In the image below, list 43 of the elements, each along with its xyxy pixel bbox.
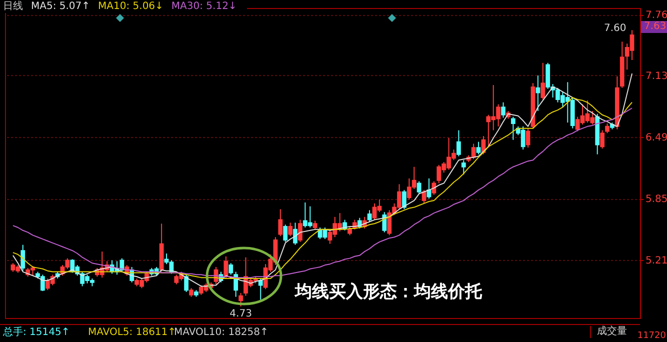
candlestick [456, 130, 461, 157]
candlestick [238, 292, 243, 307]
candlestick [224, 256, 228, 280]
candlestick [476, 141, 481, 155]
annotation: 7.60 [604, 23, 626, 35]
candlestick [228, 262, 234, 276]
candlestick [501, 102, 506, 118]
candlestick [184, 273, 189, 293]
candlestick [283, 224, 288, 242]
candlestick [298, 219, 302, 242]
candlestick [605, 123, 610, 134]
candlestick [540, 62, 546, 100]
candlestick [278, 208, 283, 237]
text: 成交量 [590, 326, 627, 338]
y-tick-label: 6.49 [646, 132, 667, 144]
text: MA5: 5.07↑ [31, 1, 90, 12]
annotation: 4.73 [230, 308, 252, 320]
text: MA10: 5.06↓ [98, 1, 164, 12]
candlestick [293, 222, 298, 246]
candlestick [258, 278, 263, 300]
candlestick [416, 180, 422, 194]
text: 7.63 [641, 21, 667, 33]
candlestick [402, 189, 406, 210]
text: MAVOL5: 18611↑ [88, 327, 176, 339]
text: MAVOL10: 18258↑ [174, 327, 268, 339]
candlestick [461, 160, 466, 176]
candlestick [600, 130, 605, 150]
annotation: 日线 [3, 1, 23, 12]
candlestick [367, 210, 372, 222]
text: 总手: 15145↑ [3, 327, 70, 339]
y-tick-label: 7.13 [646, 70, 667, 82]
candlestick [288, 222, 293, 237]
candlestick [526, 128, 530, 148]
y-tick-label: 7.76 [646, 10, 667, 22]
annotation: 均线买入形态：均线价托 [295, 282, 482, 302]
y-tick-label: 5.21 [646, 256, 667, 267]
candlestick [20, 244, 26, 272]
candlestick [510, 116, 516, 140]
candlestick [432, 180, 436, 196]
text: 11720 [637, 330, 666, 342]
text: MA30: 5.12↓ [171, 1, 237, 12]
y-tick-label: 5.85 [646, 194, 667, 206]
candlestick [536, 74, 540, 112]
